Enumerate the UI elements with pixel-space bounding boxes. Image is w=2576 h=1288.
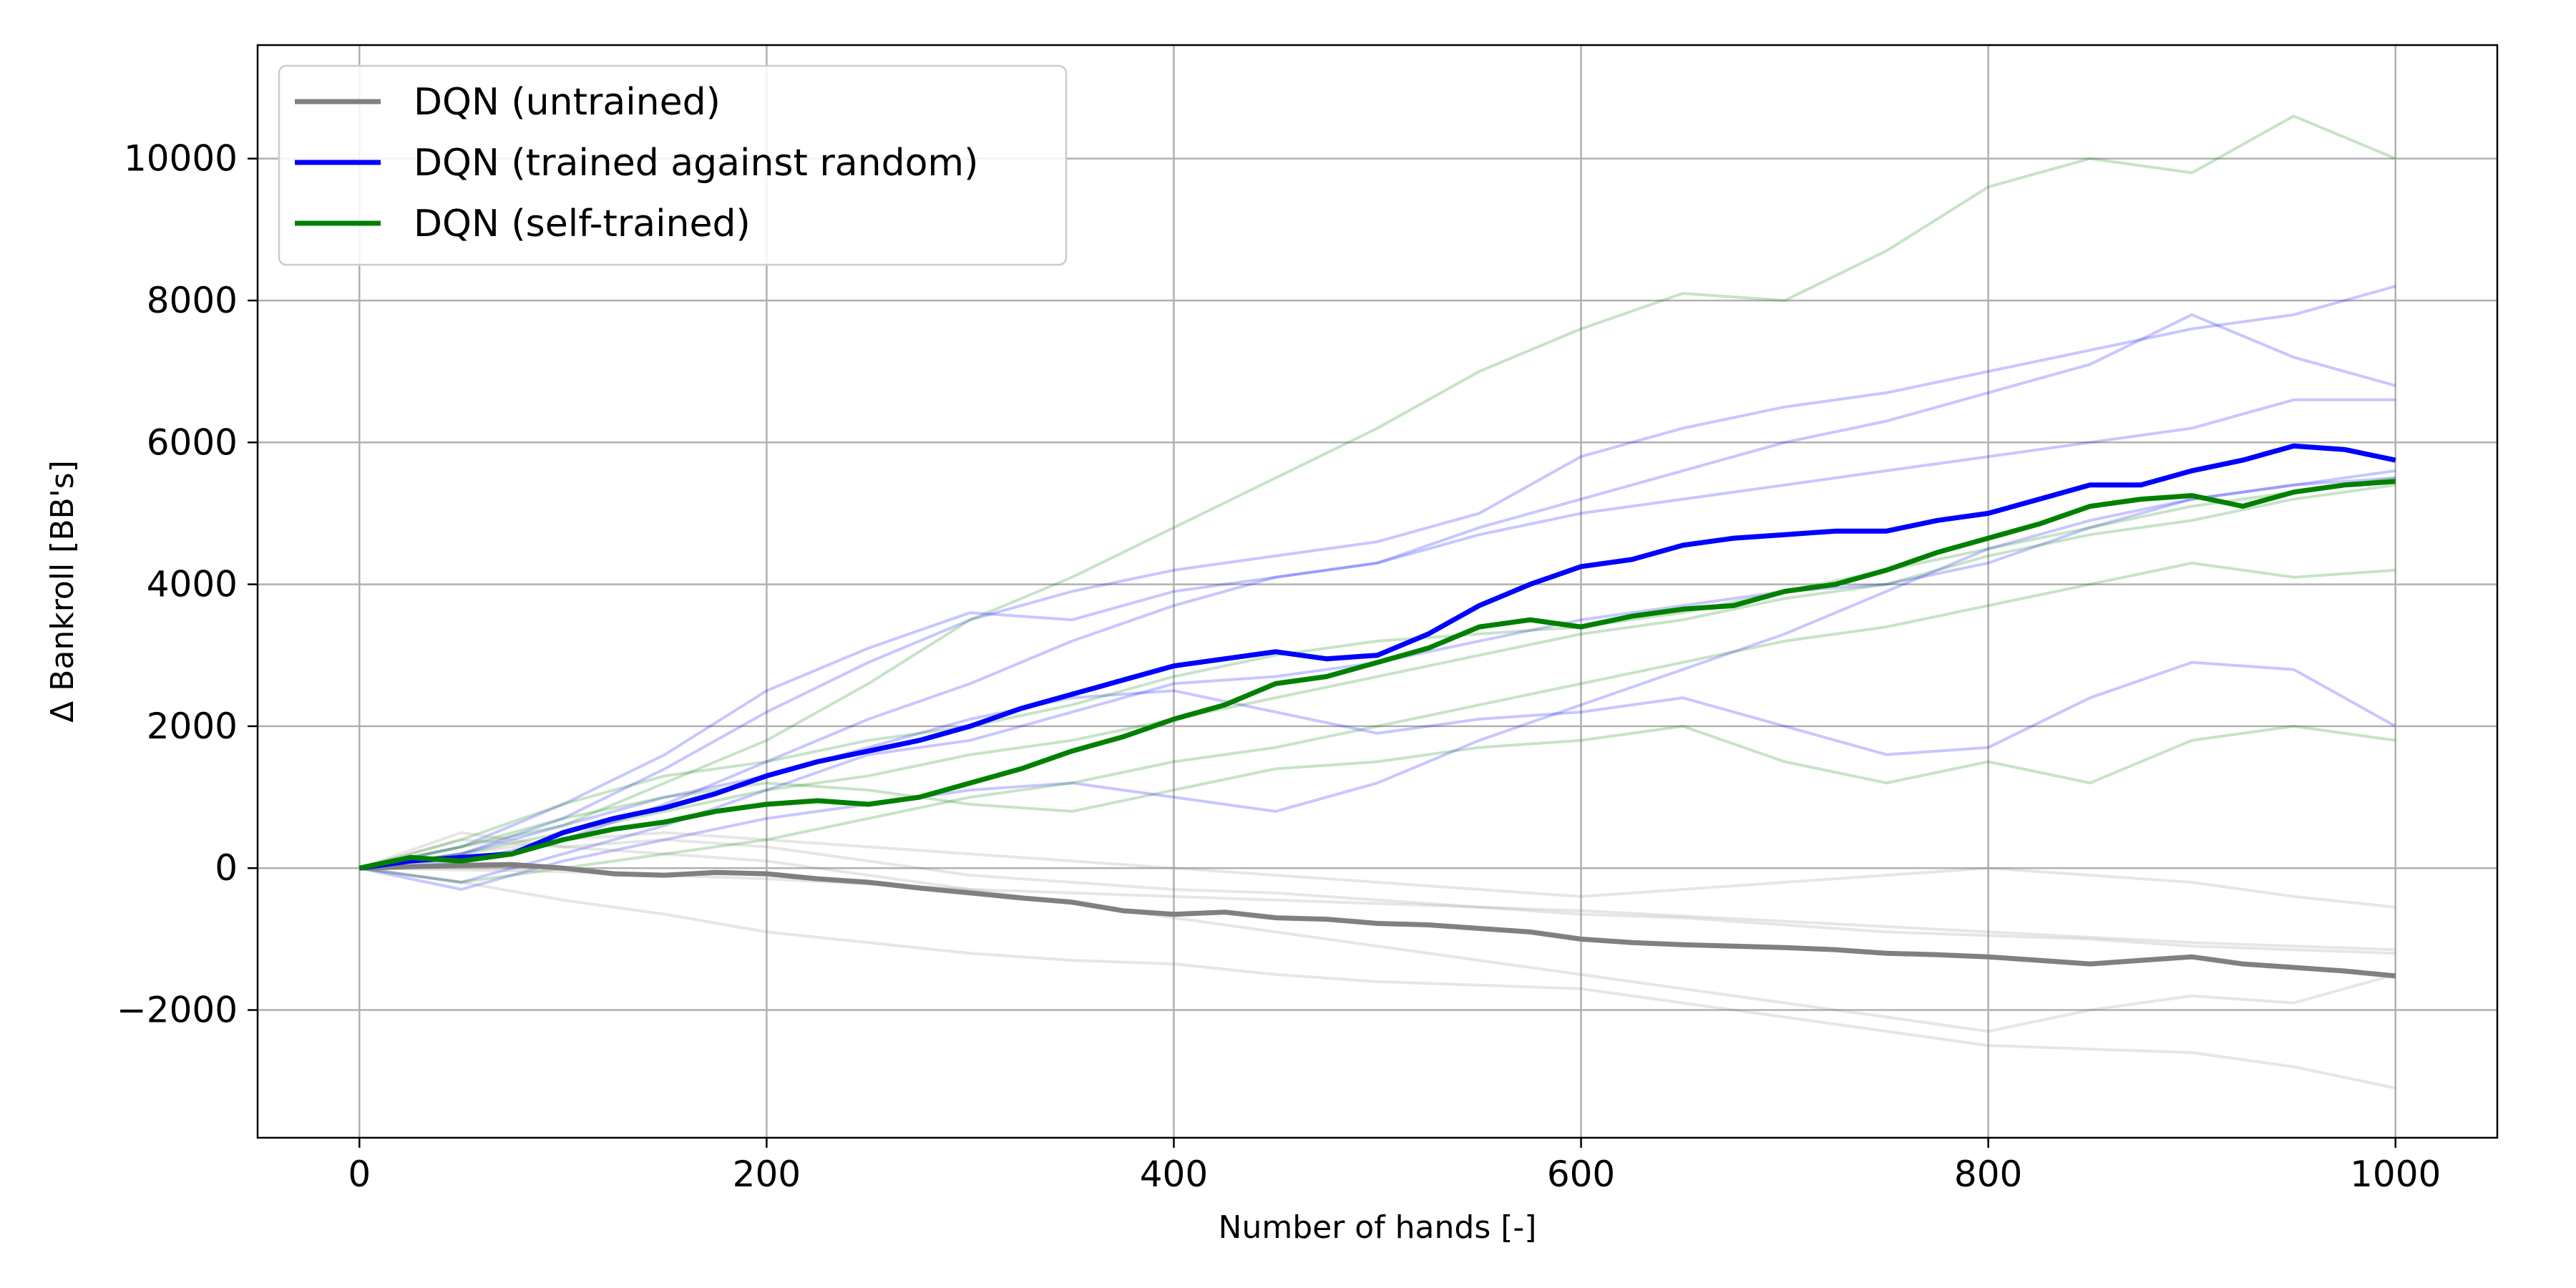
x-tick-label: 1000: [2350, 1153, 2441, 1195]
background-run-trained_random-5: [358, 469, 2396, 891]
background-run-trained_random-4: [359, 660, 2396, 870]
x-tick-label: 600: [1547, 1153, 1615, 1195]
background-run-untrained-13: [358, 838, 2396, 1033]
trained-random-series-line: [358, 443, 2396, 871]
y-tick-label: 4000: [147, 564, 238, 605]
x-tick-label: 800: [1954, 1153, 2022, 1195]
legend-entry-label: DQN (untrained): [414, 81, 721, 124]
background-run-self_trained-10: [358, 724, 2396, 870]
background-run-self_trained-6: [358, 114, 2396, 870]
background-run-untrained-11: [358, 831, 2396, 955]
background-runs: [358, 114, 2396, 1090]
background-run-untrained-14: [359, 831, 2396, 909]
x-axis-ticks: 0 200 400 600 800 1000: [348, 1138, 2441, 1195]
legend-box: [278, 64, 1068, 266]
y-tick-label: 6000: [147, 421, 238, 463]
background-run-self_trained-7: [358, 476, 2396, 870]
background-run-self_trained-9: [359, 561, 2396, 884]
background-run-untrained-15: [359, 867, 2396, 952]
legend: DQN (untrained) DQN (trained against rand…: [278, 64, 1068, 266]
y-tick-label: 10000: [124, 138, 238, 180]
x-axis-label: Number of hands [-]: [1219, 1209, 1537, 1246]
y-axis-ticks: −2000 0 2000 4000 6000 8000 10000: [117, 138, 258, 1031]
axes-frame: [256, 44, 2499, 1139]
main-series: [358, 443, 2396, 979]
self-trained-series-line: [358, 479, 2396, 871]
y-tick-label: 0: [215, 847, 238, 889]
background-run-trained_random-1: [358, 313, 2396, 870]
x-tick-label: 400: [1140, 1153, 1208, 1195]
y-tick-label: 2000: [147, 706, 238, 747]
grid-lines: [258, 45, 2497, 1138]
background-run-self_trained-8: [359, 483, 2396, 870]
y-axis-label: Δ Bankroll [BB's]: [44, 460, 81, 723]
x-tick-label: 0: [348, 1153, 371, 1195]
untrained-series-line: [359, 862, 2396, 979]
y-tick-label: 8000: [147, 280, 238, 321]
y-tick-label: −2000: [117, 990, 238, 1031]
background-run-untrained-12: [359, 867, 2396, 1090]
legend-entry-label: DQN (trained against random): [414, 142, 978, 185]
background-run-trained_random-2: [359, 398, 2396, 870]
legend-entry-label: DQN (self-trained): [414, 203, 751, 245]
x-tick-label: 200: [733, 1153, 801, 1195]
background-run-trained_random-0: [359, 285, 2396, 870]
